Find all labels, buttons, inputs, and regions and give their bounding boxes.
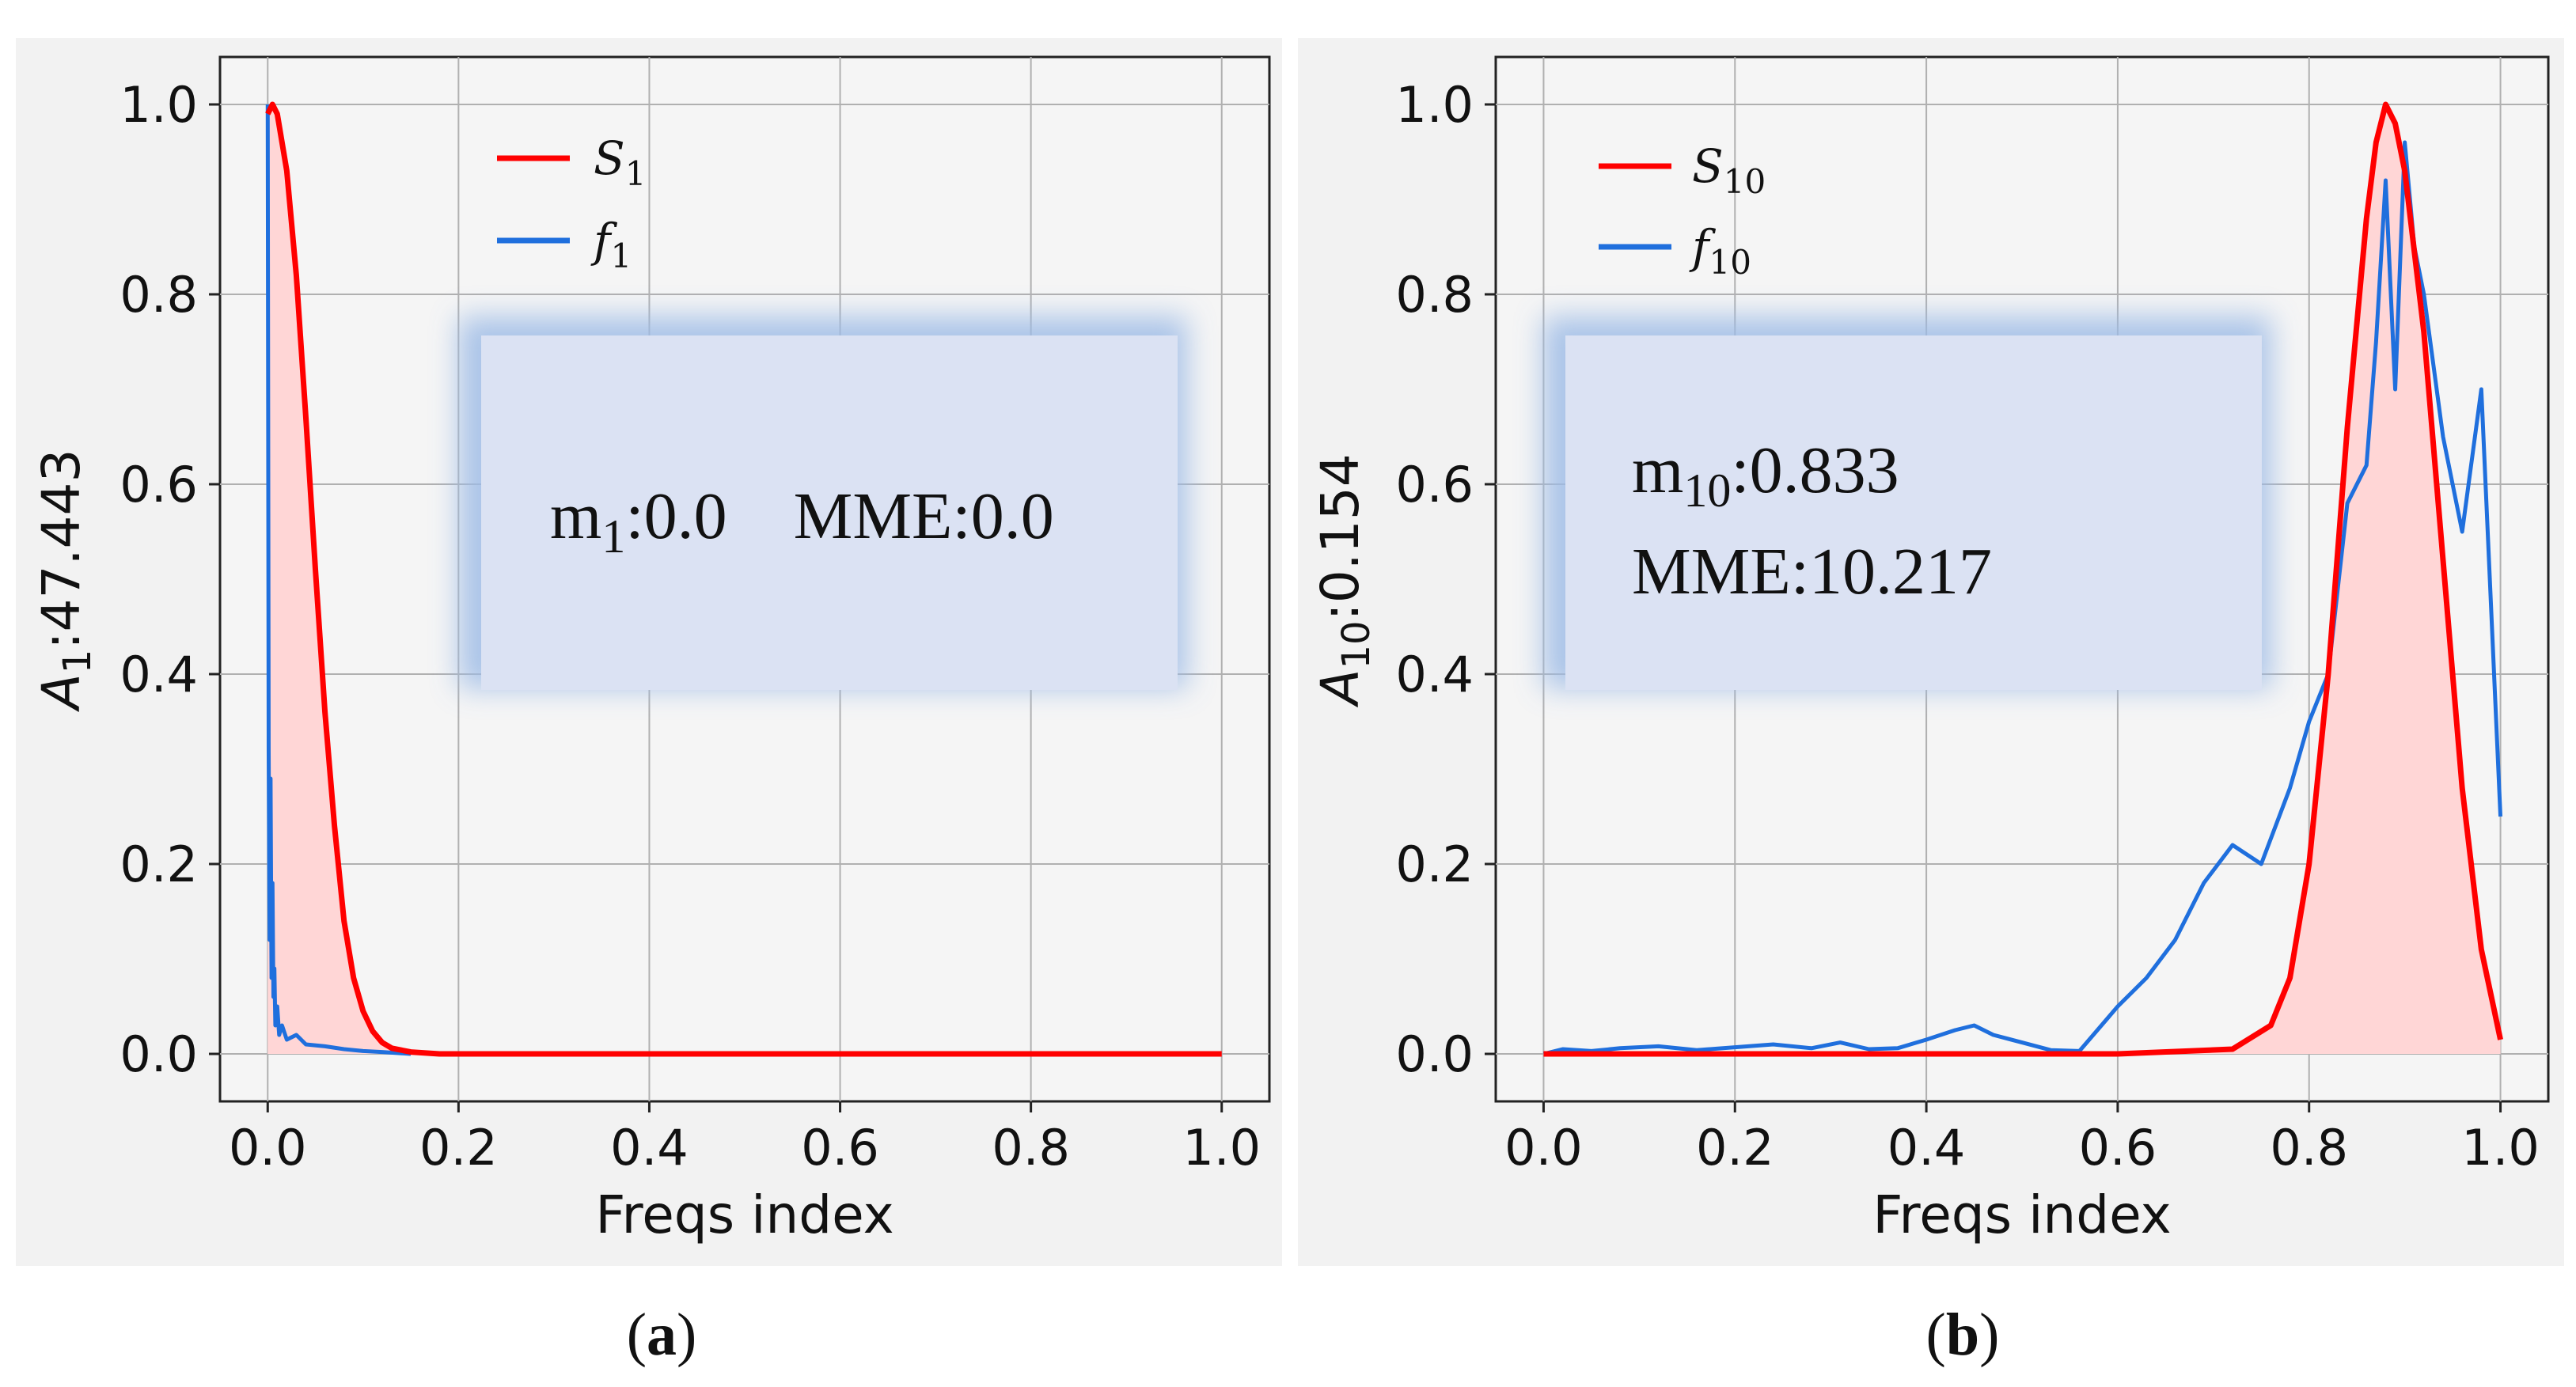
series-b	[1542, 101, 2503, 1057]
legend-a: S1 f1	[497, 131, 646, 275]
x-tick-label: 0.8	[2270, 1119, 2348, 1177]
y-tick-label: 0.8	[120, 266, 198, 324]
series-fill	[1543, 104, 2501, 1054]
info-text-b-line-2: MME:10.217	[1632, 535, 1992, 608]
y-ticks-a: 0.0 0.2 0.4 0.6 0.8 1.0	[120, 76, 220, 1083]
legend-label-f1: f1	[590, 214, 632, 275]
y-tick-label: 0.0	[1395, 1025, 1474, 1083]
x-tick-label: 0.8	[992, 1119, 1070, 1177]
panel-label-b: (b)	[1926, 1302, 2000, 1368]
legend-label-s10: S10	[1692, 139, 1766, 201]
x-tick-label: 0.2	[419, 1119, 498, 1177]
x-tick-label: 1.0	[1182, 1119, 1261, 1177]
series-line	[1543, 101, 2503, 1057]
x-tick-label: 0.0	[229, 1119, 307, 1177]
panel-a: 0.0 0.2 0.4 0.6 0.8 1.0 0.0 0.2 0.4 0.6 0.8 1.0 S1…	[16, 38, 1282, 1266]
x-axis-label-a: Freqs index	[595, 1184, 893, 1245]
y-tick-label: 0.8	[1395, 266, 1474, 324]
x-tick-label: 0.6	[2079, 1119, 2157, 1177]
info-box-a: m1:0.0 MME:0.0	[459, 316, 1187, 690]
info-text-a-line-1: m1:0.0 MME:0.0	[550, 479, 1054, 563]
legend-label-s1: S1	[594, 131, 646, 193]
x-ticks-a: 0.0 0.2 0.4 0.6 0.8 1.0	[229, 1101, 1261, 1177]
series-a	[265, 101, 1222, 1057]
x-tick-label: 0.6	[801, 1119, 879, 1177]
x-axis-label-b: Freqs index	[1872, 1184, 2171, 1245]
y-tick-label: 0.2	[120, 836, 198, 893]
x-tick-label: 0.4	[1887, 1119, 1966, 1177]
panel-label-a: (a)	[627, 1302, 697, 1368]
series-line	[265, 101, 1222, 1057]
series-line	[265, 104, 412, 1056]
series-line	[1542, 140, 2503, 1056]
legend-b: S10 f10	[1599, 139, 1766, 282]
x-tick-label: 1.0	[2461, 1119, 2540, 1177]
x-tick-label: 0.0	[1504, 1119, 1583, 1177]
y-tick-label: 0.2	[1395, 836, 1474, 893]
y-tick-label: 0.6	[120, 456, 198, 513]
x-tick-label: 0.2	[1696, 1119, 1774, 1177]
y-tick-label: 0.0	[120, 1025, 198, 1083]
info-box-b: m10:0.833 MME:10.217	[1543, 316, 2271, 690]
panel-b: 0.0 0.2 0.4 0.6 0.8 1.0 0.0 0.2 0.4 0.6 0.8 1.0 S1…	[1298, 38, 2564, 1266]
x-tick-label: 0.4	[610, 1119, 689, 1177]
y-axis-label-a: A1:47.443	[31, 449, 100, 713]
y-tick-label: 0.6	[1395, 456, 1474, 513]
y-tick-label: 1.0	[120, 76, 198, 134]
x-ticks-b: 0.0 0.2 0.4 0.6 0.8 1.0	[1504, 1101, 2540, 1177]
y-tick-label: 1.0	[1395, 76, 1474, 134]
y-ticks-b: 0.0 0.2 0.4 0.6 0.8 1.0	[1395, 76, 1496, 1083]
y-tick-label: 0.4	[120, 646, 198, 703]
y-tick-label: 0.4	[1395, 646, 1474, 703]
info-text-b-line-1: m10:0.833	[1632, 434, 1899, 517]
y-axis-label-b: A10:0.154	[1310, 453, 1379, 707]
legend-label-f10: f10	[1689, 220, 1751, 282]
